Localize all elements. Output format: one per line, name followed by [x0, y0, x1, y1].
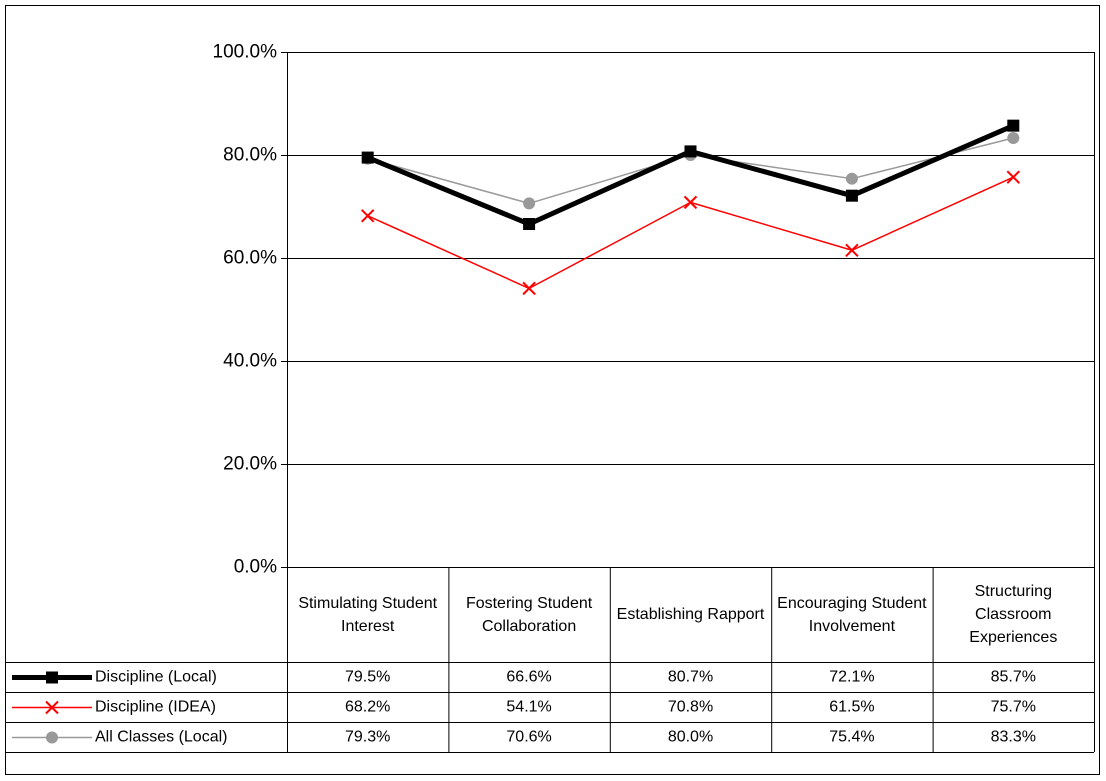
y-tick-label: 100.0%	[213, 42, 278, 63]
marker	[46, 731, 58, 744]
marker	[522, 281, 536, 296]
legend-label: Discipline (IDEA)	[95, 699, 216, 716]
marker	[1007, 119, 1020, 132]
value-label: 80.7%	[668, 669, 713, 686]
marker	[845, 172, 858, 185]
y-tick-label: 80.0%	[223, 145, 277, 166]
value-label: 79.5%	[345, 669, 390, 686]
category-cell: Encouraging Student Involvement	[777, 594, 927, 635]
marker	[523, 197, 536, 210]
legend-label: All Classes (Local)	[95, 729, 227, 746]
marker	[845, 189, 858, 202]
category-cell: Fostering Student Collaboration	[465, 594, 593, 635]
value-label: 85.7%	[991, 669, 1036, 686]
value-label: 72.1%	[829, 669, 874, 686]
category-cell: Establishing Rapport	[616, 606, 765, 623]
value-label: 70.8%	[668, 699, 713, 716]
value-label: 75.4%	[829, 729, 874, 746]
marker	[45, 700, 59, 715]
value-label: 66.6%	[506, 669, 551, 686]
x-tick-label: Stimulating Student Interest	[298, 594, 438, 635]
value-label: 80.0%	[668, 729, 713, 746]
marker	[1007, 132, 1020, 145]
marker	[683, 195, 698, 210]
x-tick-label: Establishing Rapport	[616, 606, 765, 623]
value-label: 68.2%	[345, 699, 390, 716]
marker	[684, 145, 697, 158]
value-label: 83.3%	[991, 729, 1036, 746]
legend-label: Discipline (Local)	[95, 669, 217, 686]
marker	[523, 218, 536, 231]
x-tick-label: Fostering Student Collaboration	[465, 594, 593, 635]
plot-area	[287, 52, 1095, 568]
marker	[46, 671, 58, 684]
value-label: 54.1%	[506, 699, 551, 716]
x-tick-label: Structuring Classroom Experiences	[969, 583, 1058, 646]
marker	[1006, 170, 1021, 184]
marker	[360, 209, 375, 223]
y-tick-label: 60.0%	[223, 248, 277, 269]
value-label: 70.6%	[506, 729, 551, 746]
category-cell: Stimulating Student Interest	[298, 594, 438, 635]
marker	[361, 151, 374, 164]
value-label: 79.3%	[345, 729, 390, 746]
category-cell: Structuring Classroom Experiences	[969, 583, 1058, 646]
y-tick-label: 40.0%	[223, 351, 277, 372]
y-tick-label: 20.0%	[223, 454, 277, 475]
y-tick-label: 0.0%	[234, 557, 277, 578]
value-label: 61.5%	[829, 699, 874, 716]
x-tick-label: Encouraging Student Involvement	[777, 594, 927, 635]
marker	[845, 243, 859, 257]
value-label: 75.7%	[991, 699, 1036, 716]
